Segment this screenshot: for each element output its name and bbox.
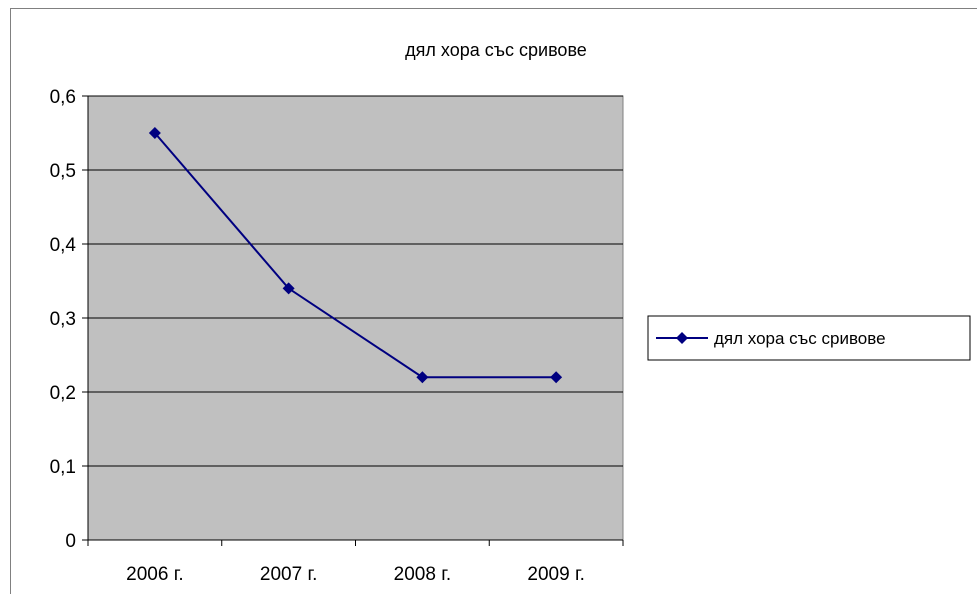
legend-diamond-marker [676,332,688,344]
data-point-marker [148,127,161,139]
data-point-marker [416,371,429,384]
y-tick-label: 0,3 [50,309,76,330]
y-tick-label: 0,5 [50,161,76,182]
gridlines [88,95,623,467]
y-tick-label: 0 [65,531,76,552]
legend-label: дял хора със сривове [714,329,886,348]
data-point-marker [282,282,295,295]
y-tick-label: 0,2 [50,383,76,404]
y-tick-label: 0,6 [50,87,76,108]
x-tick-label: 2006 г. [126,564,183,585]
x-tick-label: 2009 г. [527,564,584,585]
y-tick-label: 0,1 [50,457,76,478]
chart-title: дял хора със сривове [405,40,587,60]
series-layer [148,127,563,384]
data-point-marker [550,371,563,384]
axes: 0 0,1 0,2 0,3 0,4 0,5 0,6 2006 г. 2007 г. 2008 г.… [50,87,624,585]
series-line [154,132,557,379]
legend: дял хора със сривове [647,315,971,361]
x-tick-label: 2007 г. [260,564,317,585]
x-tick-label: 2008 г. [394,564,451,585]
y-tick-label: 0,4 [50,235,77,256]
